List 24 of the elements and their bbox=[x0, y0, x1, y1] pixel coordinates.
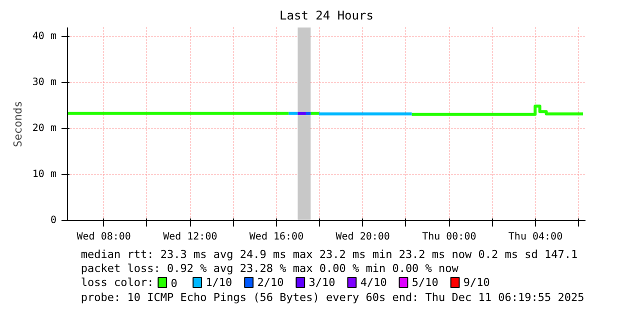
chart-title: Last 24 Hours bbox=[280, 8, 374, 22]
y-tick-label: 30 m bbox=[32, 77, 57, 88]
text: packet loss: 0.92 % avg 23.28 % max 0.00 % min 0.00 % now bbox=[80, 262, 459, 275]
legend-title: loss color: bbox=[80, 276, 154, 289]
y-tick-label: 20 m bbox=[32, 123, 57, 134]
legend-label: 0 bbox=[170, 277, 178, 290]
text: probe: 10 ICMP Echo Pings (56 Bytes) every 60s end: Thu Dec 11 06:19:55 2025 bbox=[80, 291, 584, 304]
legend-label: 1/10 bbox=[206, 276, 232, 289]
y-tick-label: 10 m bbox=[32, 169, 57, 180]
x-tick-label: Wed 12:00 bbox=[163, 232, 218, 242]
y-tick-label: 40 m bbox=[32, 31, 57, 42]
legend-label: 9/10 bbox=[463, 276, 490, 289]
x-tick-label: Wed 16:00 bbox=[249, 232, 304, 242]
legend-label: 4/10 bbox=[360, 276, 387, 289]
x-tick-label: Wed 20:00 bbox=[336, 232, 390, 242]
legend-label: 3/10 bbox=[308, 276, 336, 289]
y-tick-label: 0 bbox=[50, 215, 57, 226]
x-tick-label: Thu 04:00 bbox=[508, 232, 563, 242]
x-tick-label: Wed 08:00 bbox=[76, 232, 131, 242]
text: median rtt: 23.3 ms avg 24.9 ms max 23.2 ms min 23.2 ms now 0.2 ms sd 147.1 bbox=[80, 248, 578, 261]
legend-label: 5/10 bbox=[412, 276, 438, 289]
legend-label: 2/10 bbox=[257, 276, 284, 289]
y-axis-title: Seconds bbox=[11, 100, 24, 148]
x-tick-label: Thu 00:00 bbox=[422, 232, 476, 242]
